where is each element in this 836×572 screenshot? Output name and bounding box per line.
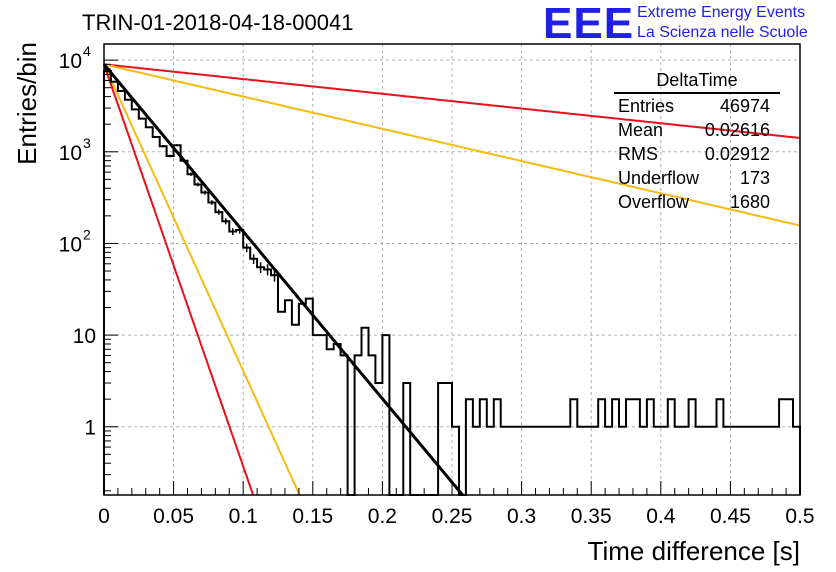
x-tick-label: 0.15	[292, 505, 333, 528]
red-curve	[103, 63, 255, 496]
stats-label: Entries	[618, 96, 675, 116]
x-tick-label: 0.2	[368, 505, 397, 528]
y-tick-exponent: 3	[83, 135, 91, 151]
fit-line	[102, 63, 464, 496]
logo-caption-line1: Extreme Energy Events	[637, 4, 806, 21]
stats-value: 173	[739, 168, 770, 188]
y-tick-exponent: 4	[83, 43, 91, 59]
stats-label: Underflow	[618, 168, 700, 188]
stats-title: DeltaTime	[614, 70, 780, 94]
yellow-curve	[103, 63, 801, 227]
stats-label: Mean	[618, 120, 664, 140]
x-tick-label: 0.05	[153, 505, 194, 528]
x-axis-ticks: 0 0.05 0.1 0.15 0.2 0.25 0.3 0.35 0.4 0.45 0.5	[98, 481, 815, 528]
stats-row: Overflow 1680	[612, 190, 780, 214]
x-tick-label: 0.5	[785, 505, 814, 528]
stats-value: 1680	[729, 192, 770, 212]
stats-row: Entries 46974	[612, 94, 780, 118]
stats-box: DeltaTime Entries 46974 Mean 0.02616 RMS 0.02…	[612, 70, 780, 214]
y-tick-label: 10	[73, 325, 96, 348]
x-tick-label: 0.3	[507, 505, 536, 528]
model-curves	[103, 63, 801, 496]
x-tick-label: 0	[98, 505, 110, 528]
x-tick-label: 0.35	[571, 505, 612, 528]
y-tick-label: 10	[59, 142, 82, 165]
histogram-steps	[103, 70, 801, 496]
y-axis-label: Entries/bin	[12, 42, 42, 165]
x-tick-label: 0.1	[229, 505, 258, 528]
x-tick-label: 0.45	[710, 505, 751, 528]
stats-row: Mean 0.02616	[612, 118, 780, 142]
x-tick-label: 0.4	[646, 505, 676, 528]
red-curve	[103, 63, 801, 139]
stats-row: RMS 0.02912	[612, 142, 780, 166]
x-axis-label: Time difference [s]	[588, 536, 800, 566]
stats-rows: Entries 46974 Mean 0.02616 RMS 0.02912 Underfl…	[612, 94, 780, 214]
eee-logo: EEE	[543, 0, 635, 48]
y-tick-label: 10	[59, 233, 82, 256]
yellow-curve	[103, 63, 301, 496]
plot-title: TRIN-01-2018-04-18-00041	[82, 10, 354, 35]
y-tick-label: 10	[59, 50, 82, 73]
y-tick-label: 1	[84, 417, 96, 440]
x-tick-label: 0.25	[432, 505, 473, 528]
stats-row: Underflow 173	[612, 166, 780, 190]
stats-label: Overflow	[618, 192, 690, 212]
stats-label: RMS	[618, 144, 658, 164]
stats-value: 0.02616	[704, 120, 770, 140]
logo-caption-line2: La Scienza nelle Scuole	[637, 24, 808, 41]
stats-value: 46974	[719, 96, 770, 116]
histogram	[103, 70, 801, 496]
stats-value: 0.02912	[704, 144, 770, 164]
y-tick-exponent: 2	[83, 226, 91, 242]
fit-curve	[102, 63, 464, 496]
logo-caption: Extreme Energy Events La Scienza nelle S…	[637, 3, 808, 43]
